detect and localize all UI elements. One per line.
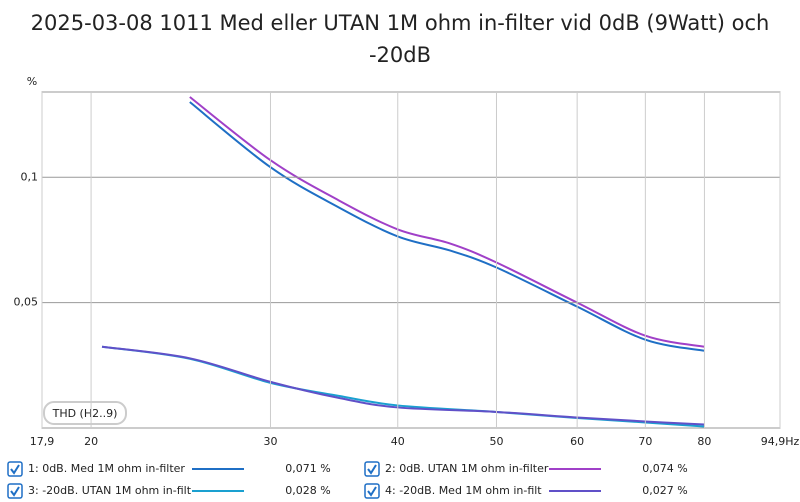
- legend-checkbox[interactable]: [7, 483, 23, 499]
- x-tick-label: 80: [697, 435, 711, 448]
- chart-title: 2025-03-08 1011 Med eller UTAN 1M ohm in…: [31, 11, 770, 67]
- x-tick-label: 30: [263, 435, 277, 448]
- y-tick-label: 0,05: [14, 296, 39, 309]
- series-line: [189, 96, 705, 348]
- x-tick-label: 60: [570, 435, 584, 448]
- x-tick-label: 94,9Hz: [761, 435, 800, 448]
- legend-check: [10, 464, 20, 475]
- legend-checkbox[interactable]: [364, 461, 380, 477]
- series-line: [189, 101, 705, 352]
- x-tick-label: 20: [84, 435, 98, 448]
- y-axis-label: %: [27, 75, 37, 88]
- series-line: [101, 345, 705, 426]
- x-tick-label: 17,9: [30, 435, 55, 448]
- badge: THD (H2..9): [52, 407, 118, 420]
- y-tick-label: 0,1: [21, 170, 39, 183]
- legend-checkbox[interactable]: [364, 483, 380, 499]
- legend-check: [10, 486, 20, 497]
- legend-label: 3: -20dB. UTAN 1M ohm in-filt: [28, 484, 192, 497]
- x-tick-label: 40: [391, 435, 405, 448]
- x-tick-label: 70: [638, 435, 652, 448]
- legend-label: 1: 0dB. Med 1M ohm in-filter: [28, 462, 185, 475]
- badge-frame: [43, 401, 127, 425]
- legend-label: 4: -20dB. Med 1M ohm in-filt: [385, 484, 542, 497]
- legend-checkbox[interactable]: [7, 461, 23, 477]
- legend-readout: 0,028 %: [285, 484, 330, 497]
- x-tick-label: 50: [489, 435, 503, 448]
- plot-frame: [41, 91, 781, 429]
- legend-check: [367, 464, 377, 475]
- legend-label: 2: 0dB. UTAN 1M ohm in-filter: [385, 462, 549, 475]
- legend-readout: 0,074 %: [642, 462, 687, 475]
- legend-check: [367, 486, 377, 497]
- legend-readout: 0,071 %: [285, 462, 330, 475]
- legend-readout: 0,027 %: [642, 484, 687, 497]
